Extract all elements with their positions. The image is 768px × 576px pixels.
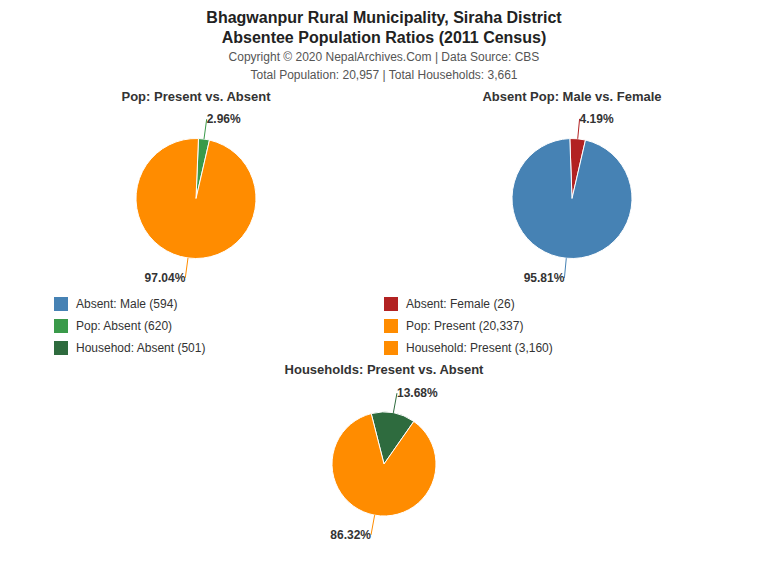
svg-text:97.04%: 97.04% [145, 271, 186, 285]
svg-text:86.32%: 86.32% [330, 528, 371, 542]
html-text:Absent: Female (26): Absent: Female (26) [406, 297, 515, 311]
html-text:Househod: Absent (501): Househod: Absent (501) [76, 341, 206, 355]
html-text:Pop: Present vs. Absent: Pop: Present vs. Absent [121, 89, 271, 104]
html-text:Pop: Absent (620): Pop: Absent (620) [76, 319, 173, 333]
html-text:Household: Present (3,160): Household: Present (3,160) [406, 341, 553, 355]
html-text:Absentee Population Ratios (20: Absentee Population Ratios (2011 Census) [221, 29, 547, 46]
svg-text:95.81%: 95.81% [524, 271, 565, 285]
html-text:Households: Present vs. Absent: Households: Present vs. Absent [284, 362, 484, 377]
html-text:Absent Pop: Male vs. Female: Absent Pop: Male vs. Female [482, 89, 662, 104]
html-text:Bhagwanpur Rural Municipality,: Bhagwanpur Rural Municipality, Siraha Di… [206, 9, 562, 26]
html-text:Absent: Male (594): Absent: Male (594) [76, 297, 178, 311]
html-text:Copyright © 2020 NepalArchives: Copyright © 2020 NepalArchives.Com | Dat… [228, 50, 540, 64]
svg-text:2.96%: 2.96% [207, 112, 241, 126]
svg-text:4.19%: 4.19% [580, 112, 614, 126]
html-text:Pop: Present (20,337): Pop: Present (20,337) [406, 319, 524, 333]
html-text:Total Population: 20,957 | Tot: Total Population: 20,957 | Total Househo… [250, 68, 518, 82]
svg-text:13.68%: 13.68% [397, 386, 438, 400]
